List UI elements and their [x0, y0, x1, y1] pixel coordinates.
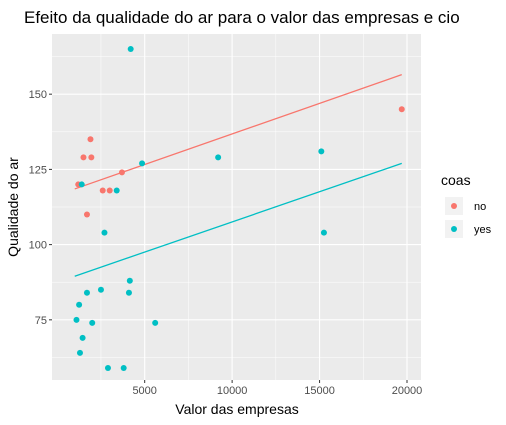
- y-axis-ticks: 75 100 125 150: [29, 89, 52, 327]
- point-no: [100, 187, 106, 193]
- point-yes: [128, 46, 134, 52]
- legend-title: coas: [441, 172, 471, 188]
- x-tick-label: 15000: [304, 385, 335, 397]
- point-no: [88, 154, 94, 160]
- legend-label-no: no: [474, 201, 486, 213]
- x-axis-ticks: 5000 10000 15000 20000: [132, 380, 422, 397]
- point-no: [84, 212, 90, 218]
- legend-swatch-yes: [451, 226, 457, 232]
- x-tick-label: 10000: [217, 385, 248, 397]
- point-yes: [101, 230, 107, 236]
- point-yes: [152, 320, 158, 326]
- point-yes: [84, 290, 90, 296]
- point-yes: [79, 181, 85, 187]
- point-yes: [215, 154, 221, 160]
- point-no: [399, 106, 405, 112]
- point-no: [107, 187, 113, 193]
- y-tick-label: 100: [29, 240, 47, 252]
- point-yes: [121, 365, 127, 371]
- y-tick-label: 125: [29, 164, 47, 176]
- point-no: [87, 136, 93, 142]
- point-yes: [98, 287, 104, 293]
- x-tick-label: 5000: [132, 385, 156, 397]
- point-yes: [105, 365, 111, 371]
- legend-label-yes: yes: [474, 224, 492, 236]
- point-yes: [89, 320, 95, 326]
- point-yes: [73, 317, 79, 323]
- x-tick-label: 20000: [392, 385, 423, 397]
- x-axis-title: Valor das empresas: [175, 401, 298, 417]
- point-yes: [114, 187, 120, 193]
- y-tick-label: 150: [29, 89, 47, 101]
- point-yes: [127, 278, 133, 284]
- legend-swatch-no: [451, 203, 457, 209]
- point-yes: [139, 160, 145, 166]
- point-yes: [321, 230, 327, 236]
- point-yes: [80, 335, 86, 341]
- point-yes: [126, 290, 132, 296]
- point-yes: [77, 350, 83, 356]
- chart-title: Efeito da qualidade do ar para o valor d…: [24, 8, 460, 27]
- point-yes: [318, 148, 324, 154]
- point-yes: [76, 302, 82, 308]
- point-no: [80, 154, 86, 160]
- legend: coas no yes: [441, 172, 492, 238]
- y-axis-title: Qualidade do ar: [5, 157, 21, 257]
- y-tick-label: 75: [35, 315, 47, 327]
- legend-items: no yes: [445, 197, 492, 238]
- point-no: [119, 169, 125, 175]
